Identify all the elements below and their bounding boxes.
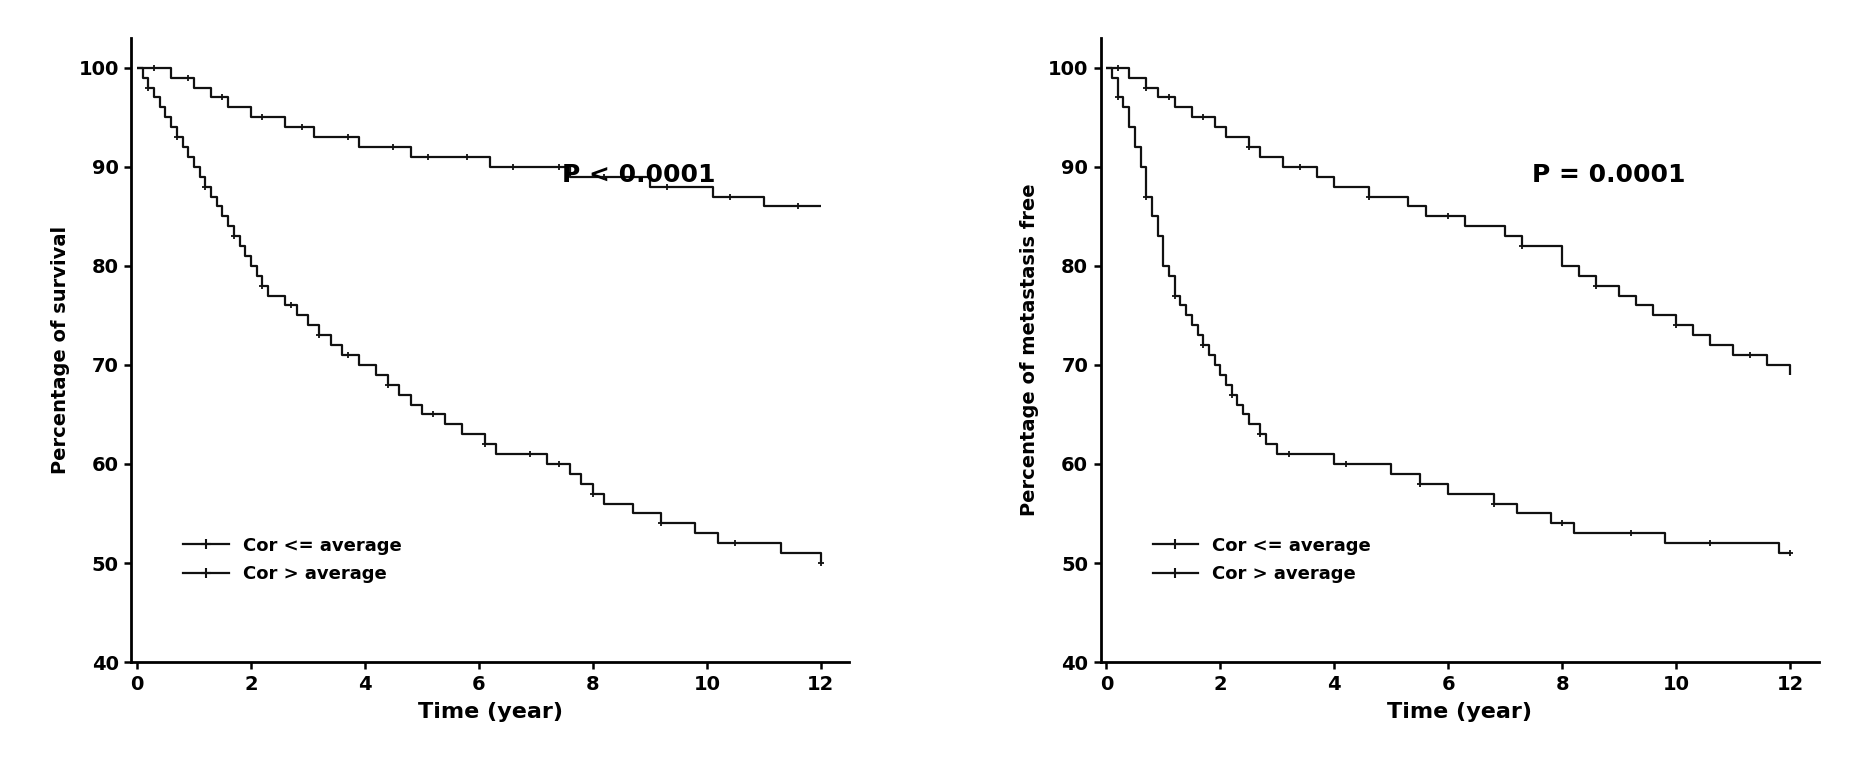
Legend: Cor <= average, Cor > average: Cor <= average, Cor > average — [176, 530, 409, 591]
X-axis label: Time (year): Time (year) — [1388, 702, 1532, 722]
Legend: Cor <= average, Cor > average: Cor <= average, Cor > average — [1146, 530, 1378, 591]
Y-axis label: Percentage of survival: Percentage of survival — [51, 226, 69, 474]
Text: P < 0.0001: P < 0.0001 — [562, 163, 716, 187]
Y-axis label: Percentage of metastasis free: Percentage of metastasis free — [1020, 183, 1039, 517]
Text: P = 0.0001: P = 0.0001 — [1532, 163, 1686, 187]
X-axis label: Time (year): Time (year) — [418, 702, 562, 722]
